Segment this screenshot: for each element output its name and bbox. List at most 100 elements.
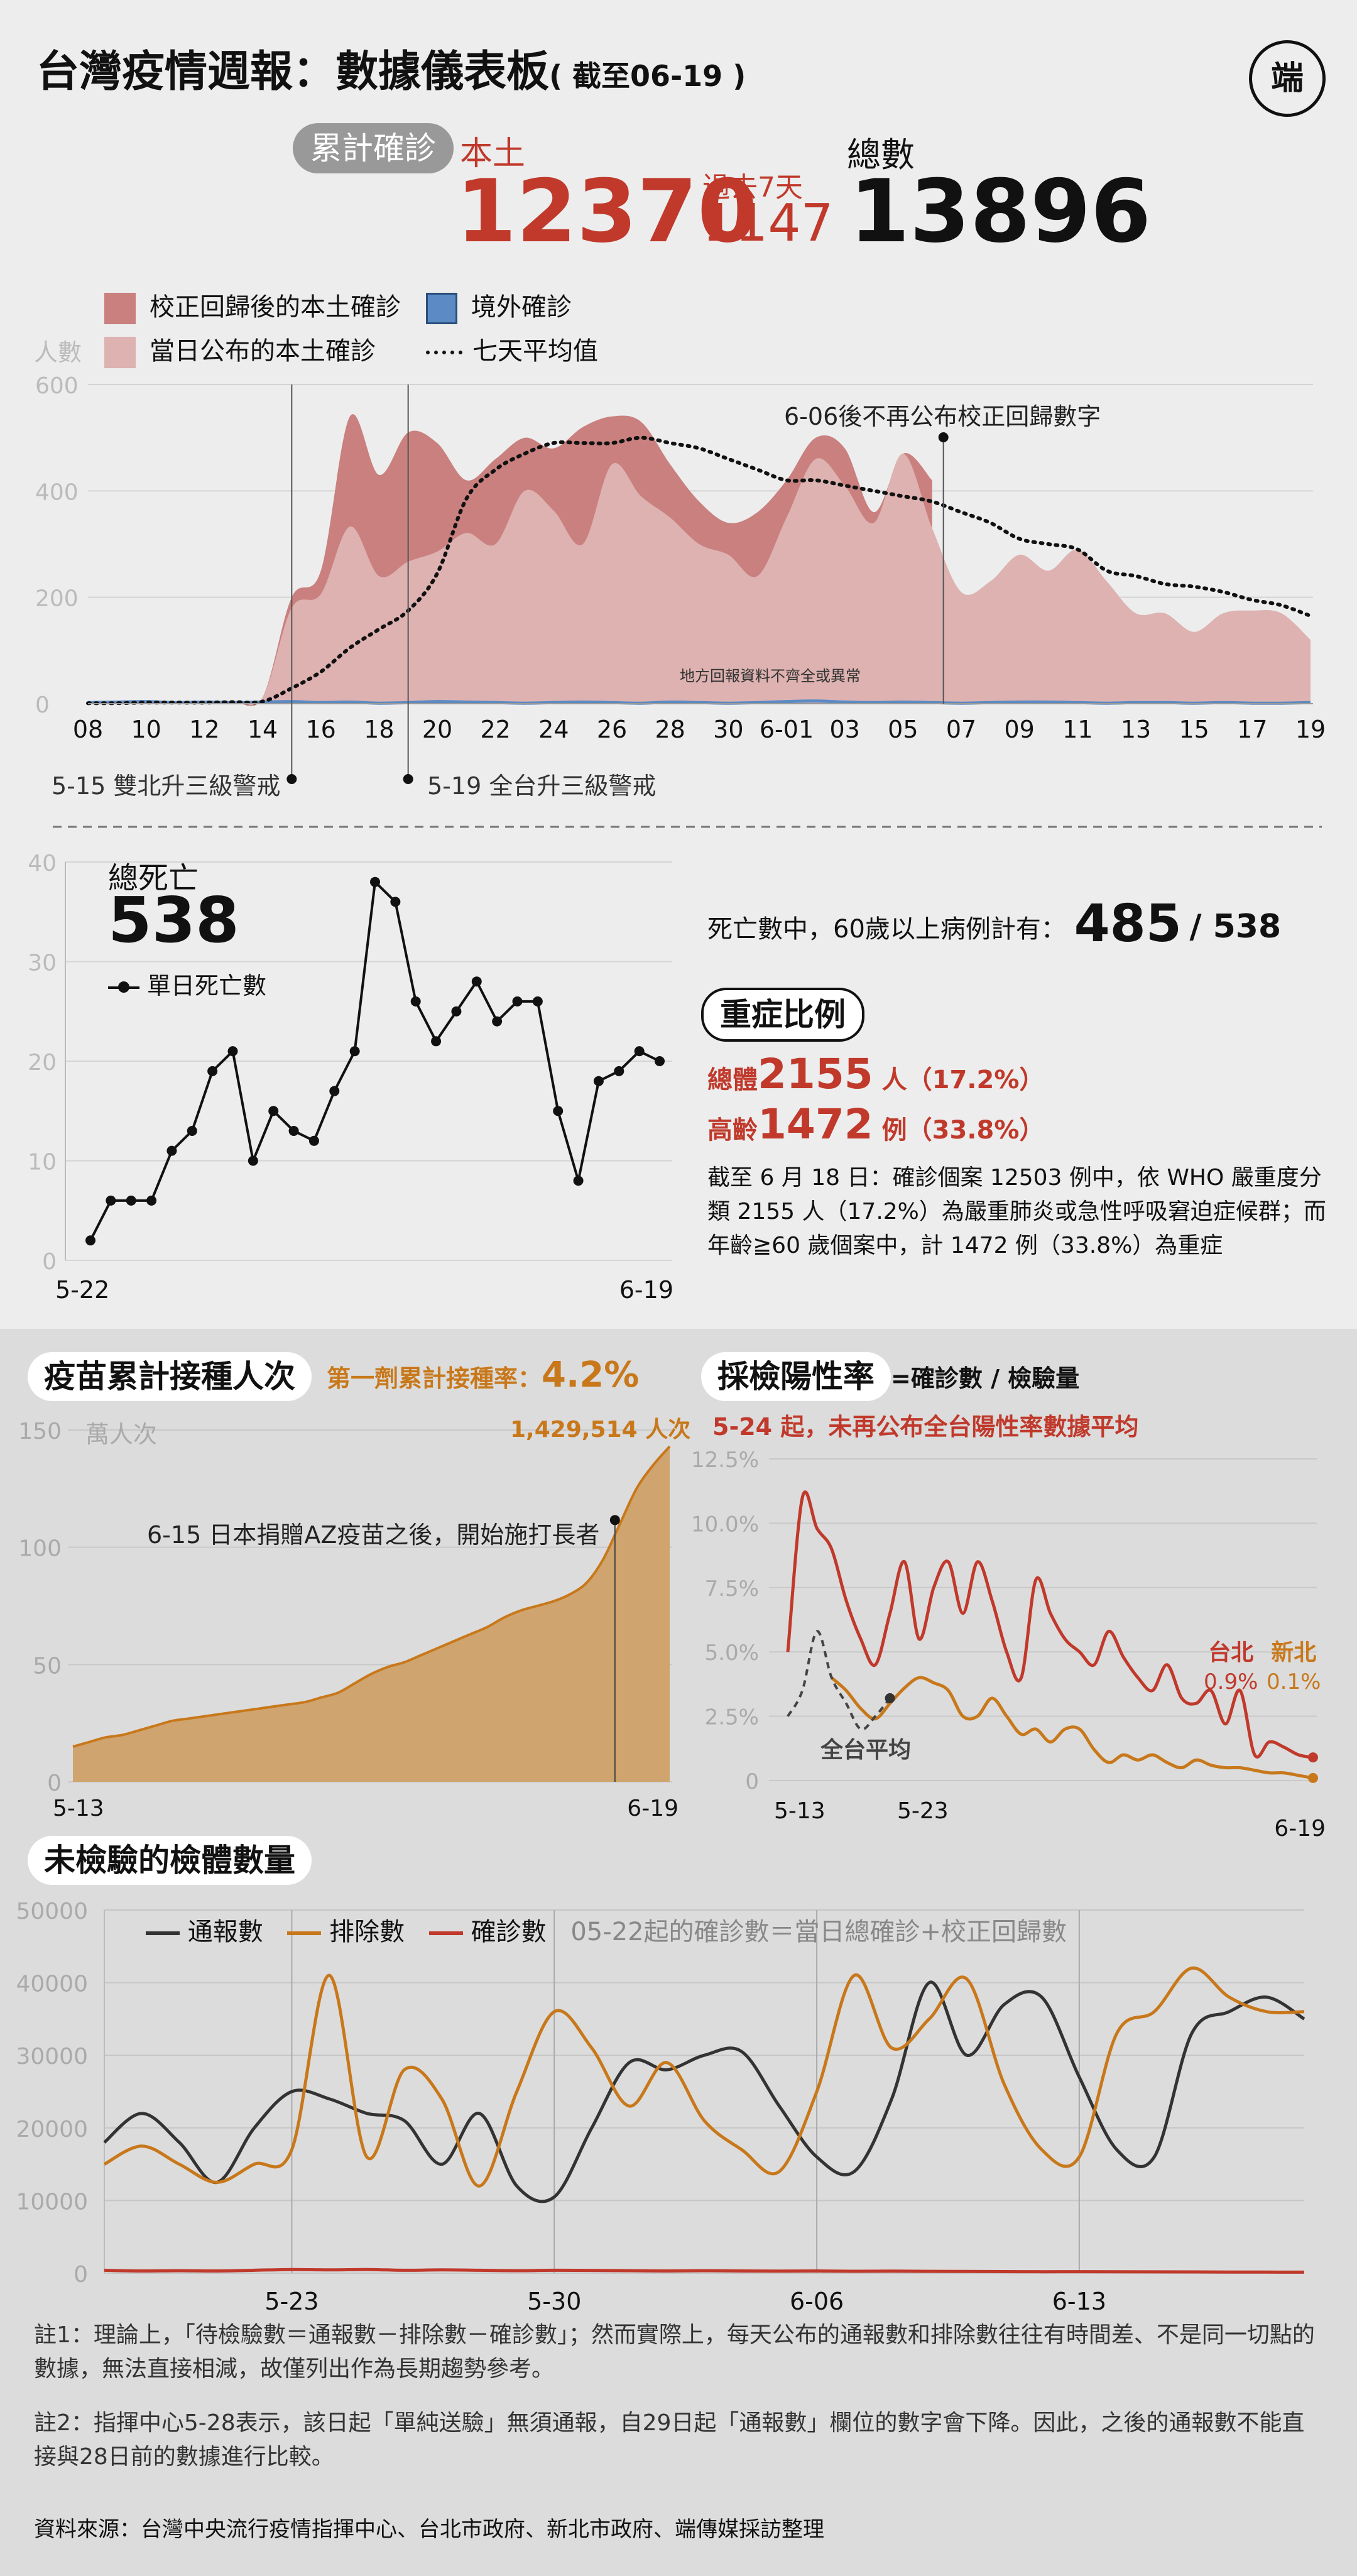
deaths-point (370, 876, 380, 887)
positivity-x-mid: 5-23 (897, 1798, 949, 1824)
legend-announced-label: 當日公布的本土確診 (150, 337, 376, 366)
deaths-point (553, 1106, 564, 1116)
vaccine-area-edge (72, 1445, 671, 1748)
positivity-x-end: 6-19 (1274, 1816, 1326, 1842)
cases-xtick-label: 18 (364, 716, 394, 743)
deaths-point (451, 1006, 462, 1017)
event-519: 5-19 全台升三級警戒 (427, 772, 657, 800)
newtaipei-value: 0.1% (1267, 1669, 1321, 1695)
cases-xtick-label: 26 (597, 716, 627, 743)
deaths-x-start: 5-22 (55, 1276, 109, 1304)
deaths-point (431, 1036, 442, 1047)
footnote-2: 註2：指揮中心5-28表示，該日起「單純送驗」無須通報，自29日起「通報數」欄位… (34, 2410, 1305, 2470)
deaths-point (166, 1145, 177, 1156)
vaccine-ytick-label: 150 (18, 1419, 62, 1444)
date-note: ( 截至06-19 ) (549, 59, 746, 93)
line-confirmed (104, 2268, 1305, 2274)
vaccine-x-start: 5-13 (53, 1796, 104, 1821)
line-imported (87, 699, 1311, 705)
vaccine-rate: 第一劑累計接種率：4.2% (327, 1353, 639, 1400)
taipei-end-dot (1308, 1752, 1318, 1763)
title-text: 台灣疫情週報：數據儀表板 (36, 47, 550, 97)
legend-average-label: 七天平均值 (472, 337, 598, 366)
deaths-point (268, 1106, 279, 1116)
cases-xtick-label: 11 (1062, 716, 1093, 743)
legend-swatch-corrected (104, 293, 136, 324)
deaths-point (655, 1056, 665, 1066)
deaths-point (573, 1176, 584, 1186)
deaths-point (248, 1155, 258, 1166)
legend-line-excluded (287, 1931, 322, 1935)
deaths-point (634, 1046, 645, 1057)
severe-pill: 重症比例 (701, 988, 864, 1042)
cases-xtick-label: 12 (189, 716, 219, 743)
vaccine-rate-label: 第一劑累計接種率： (327, 1365, 542, 1392)
vaccine-annotation-dot (609, 1515, 620, 1525)
deaths-x-end: 6-19 (619, 1276, 673, 1304)
severe-elderly-unit: 例（33.8%） (881, 1116, 1045, 1145)
legend-confirmed-label: 確診數 (471, 1918, 547, 1946)
local-total: 12370 (456, 161, 758, 262)
over60-total: / 538 (1189, 908, 1282, 946)
legend-line-confirmed (428, 1931, 463, 1935)
cases-xtick-label: 16 (305, 716, 335, 743)
page-title: 台灣疫情週報：數據儀表板( 截至06-19 ) (36, 36, 746, 99)
cases-xtick-label: 6-01 (760, 716, 814, 743)
untested-ytick-label: 0 (74, 2262, 88, 2288)
legend-swatch-imported (426, 293, 457, 324)
deaths-label: 總死亡 (108, 861, 199, 896)
vaccine-x-end: 6-19 (627, 1796, 678, 1821)
newtaipei-label: 新北 0.1% (1267, 1639, 1321, 1696)
cases-ytick-label: 600 (35, 373, 79, 399)
legend-swatch-announced (104, 337, 136, 368)
local-label: 本土 (460, 135, 526, 173)
deaths-point (492, 1016, 503, 1027)
cumulative-pill: 累計確診 (293, 123, 454, 173)
over60-text: 死亡數中，60歲以上病例計有： (707, 915, 1066, 944)
event-515: 5-15 雙北升三級警戒 (52, 772, 281, 800)
vaccine-final-label: 1,429,514 人次 (510, 1417, 691, 1443)
line-excluded (103, 1966, 1305, 2188)
deaths-legend: 單日死亡數 (108, 966, 266, 1001)
legend-excluded-label: 排除數 (329, 1918, 405, 1946)
deaths-point (614, 1066, 624, 1076)
vaccine-rate-value: 4.2% (542, 1355, 640, 1395)
cases-xtick-label: 13 (1121, 716, 1151, 743)
note-local: 地方回報資料不齊全或異常 (680, 667, 861, 685)
severe-elderly-label: 高齡 (707, 1116, 758, 1145)
deaths-point (410, 996, 421, 1007)
past7-label: 過去7天 (702, 172, 803, 204)
untested-xtick-label: 6-13 (1052, 2288, 1106, 2315)
deaths-ytick-label: 40 (28, 851, 57, 876)
line-taipei (786, 1490, 1314, 1759)
untested-xtick-label: 5-30 (527, 2288, 581, 2315)
cases-xtick-label: 10 (131, 716, 161, 743)
untested-legend: 通報數 排除數 確診數 05-22起的確診數＝當日總確診+校正回歸數 (146, 1911, 1067, 1948)
positivity-x-start: 5-13 (774, 1798, 826, 1824)
deaths-point (227, 1046, 238, 1057)
severe-elderly-value: 1472 (758, 1100, 873, 1149)
cases-xtick-label: 07 (946, 716, 976, 743)
untested-xtick-label: 5-23 (264, 2288, 319, 2315)
cases-xtick-label: 22 (480, 716, 510, 743)
vaccine-ytick-label: 100 (18, 1536, 62, 1562)
area-announced-local (88, 454, 1311, 706)
positivity-note: 5-24 起，未再公布全台陽性率數據平均 (712, 1413, 1139, 1441)
cases-ytick-label: 400 (35, 479, 79, 505)
legend-announced: 當日公布的本土確診 (104, 330, 376, 368)
deaths-ytick-label: 0 (42, 1249, 57, 1275)
source-line: 資料來源：台灣中央流行疫情指揮中心、台北市政府、新北市政府、端傳媒採訪整理 (34, 2517, 824, 2542)
legend-swatch-average (426, 351, 462, 354)
deaths-legend-marker (108, 981, 139, 993)
cumulative-pill-label: 累計確診 (310, 130, 436, 166)
severe-overall-value: 2155 (758, 1050, 873, 1098)
legend-corrected-label: 校正回歸後的本土確診 (150, 293, 401, 322)
cases-xtick-label: 08 (73, 716, 103, 743)
cases-xtick-label: 17 (1237, 716, 1267, 743)
deaths-point (329, 1086, 340, 1096)
legend-average: 七天平均值 (426, 330, 598, 367)
cases-xtick-label: 14 (248, 716, 278, 743)
deaths-point (512, 996, 523, 1007)
